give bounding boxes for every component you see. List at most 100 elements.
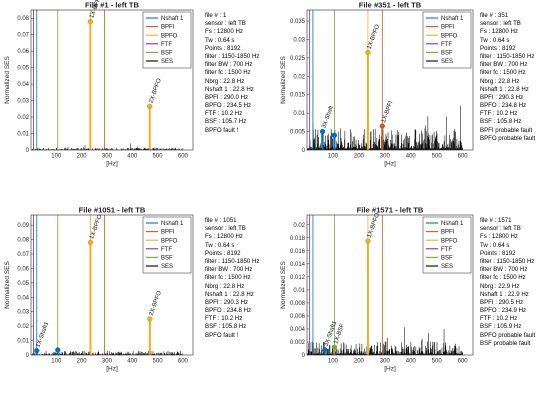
legend-label: BSF [161,256,173,262]
legend-box [142,216,192,274]
chart-title: File #351 - left TB [359,1,422,10]
x-tick-label: 300 [380,359,391,365]
legend-label: BPFO [441,33,458,39]
stem-marker [147,103,153,110]
legend-label: BSF [441,256,453,262]
stem-marker [147,316,153,322]
info-line: file # : 351 [480,12,509,19]
x-tick-label: 600 [458,359,469,365]
info-line: Nshaft 1 : 22.8 Hz [205,85,254,93]
info-line: FTF : 10.2 Hz [480,110,518,118]
info-line: filter : 1150-1850 Hz [205,257,260,265]
info-line: Nshaft 1 : 22.8 Hz [480,85,529,93]
y-tick-label: 0.03 [293,37,305,43]
info-line: FTF : 10.2 Hz [205,110,243,118]
legend-label: SES [441,59,453,65]
info-line: Tw : 0.64 s [480,36,510,44]
info-line: Nbrg : 22.8 Hz [480,77,520,85]
y-tick-label: 0.014 [290,262,306,268]
y-tick-label: 0.012 [290,275,306,281]
stem-shaft-marker [55,347,61,355]
info-line: sensor : left TB [205,225,246,233]
x-axis: 100 200 300 400 500 600 [Hz] [51,353,189,373]
info-line: BPFO : 234.8 Hz [205,307,252,315]
y-tick-label: 0.08 [17,16,29,22]
legend-label: SES [161,59,173,65]
y-tick-label: 0.07 [17,252,29,258]
y-axis: 0 0.005 0.01 0.015 0.02 0.025 0.03 0.035 Normali… [280,19,309,154]
y-tick-label: 0.02 [293,223,305,229]
info-line: Nshaft 1 : 22.8 Hz [205,290,254,298]
info-line: file # : 1 [205,12,227,19]
axes-box [30,214,194,356]
x-axis: 100 200 300 400 500 600 [Hz] [51,148,189,168]
info-line: Fs : 12800 Hz [205,233,243,241]
info-line: file # : 1571 [480,217,512,224]
stem-marker [34,348,40,354]
axes-box [306,9,474,151]
info-line: sensor : left TB [480,20,521,28]
y-tick-label: 0.01 [17,132,29,138]
stem-marker [365,49,371,56]
info-line: Nbrg : 22.9 Hz [480,282,520,290]
info-line: FTF : 10.2 Hz [480,315,518,323]
stem-marker [87,18,94,25]
info-line: BPFI : 290.0 Hz [205,93,249,101]
x-axis-label: [Hz] [106,161,118,168]
x-tick-label: 200 [77,154,88,160]
y-tick-label: 0.005 [290,130,306,136]
x-tick-label: 100 [328,359,339,365]
chart-panel-2: File #351 - left TB1X-BPFO1X-BPFI3X-Shaf… [280,1,474,168]
stem-marker [322,347,328,353]
x-tick-label: 300 [102,154,113,160]
legend-box [422,11,472,69]
x-axis-label: [Hz] [384,366,396,373]
stem-marker [319,128,326,135]
x-tick-label: 200 [354,154,365,160]
info-line: Tw : 0.64 s [480,241,510,249]
info-line: BPFO probable fault [480,331,536,339]
legend-box [422,216,472,274]
y-tick-label: 0.09 [17,223,29,229]
y-axis-label: Normalized SES [4,260,11,308]
x-tick-label: 500 [153,359,164,365]
y-tick-label: 0.08 [17,238,29,244]
info-line: BSF : 105.8 Hz [480,118,522,126]
info-line: BPFO fault ! [205,331,239,339]
legend: Nshaft 1 BPFI BPFO FTF BSF SES [142,216,192,274]
y-tick-label: 0.01 [17,339,29,345]
stem-marker [365,238,371,244]
info-line: filter fc : 1500 Hz [205,69,251,77]
y-axis-label: Normalized SES [280,260,287,308]
x-tick-label: 600 [458,154,469,160]
x-tick-label: 400 [127,154,138,160]
info-line: sensor : left TB [205,20,246,28]
info-line: filter : 1150-1850 Hz [205,52,260,60]
stem-marker [379,123,385,129]
y-tick-label: 0.015 [290,93,306,99]
legend-label: FTF [441,247,452,253]
legend-label: FTF [161,42,172,48]
info-line: filter fc : 1500 Hz [205,274,251,282]
info-line: Points : 8192 [205,249,241,257]
x-axis: 100 200 300 400 500 600 [Hz] [328,353,468,373]
y-axis: 0 0.01 0.02 0.03 0.04 0.05 0.06 0.07 0.08 0.09 Nor… [4,223,33,359]
axes-box [306,214,474,356]
y-tick-label: 0 [26,353,30,359]
y-tick-label: 0.05 [17,281,29,287]
y-axis: 0 0.002 0.004 0.006 0.008 0.01 0.012 0.014 0.016… [280,223,309,359]
x-axis-label: [Hz] [384,161,396,168]
info-line: sensor : left TB [480,225,521,233]
x-tick-label: 500 [432,154,443,160]
info-line: filter fc : 1500 Hz [480,274,526,282]
y-axis: 0 0.01 0.02 0.03 0.04 0.05 0.06 0.07 0.08 Normali… [4,16,33,154]
legend-label: FTF [161,247,172,253]
chart-title: File #1 - left TB [85,1,140,10]
legend-label: BPFI [441,25,455,31]
info-line: filter : 1150-1850 Hz [480,257,535,265]
info-line: BPFO : 234.8 Hz [480,102,527,110]
legend-label: BPFO [161,238,178,244]
stem-marker [87,239,94,246]
y-tick-label: 0 [302,148,306,154]
